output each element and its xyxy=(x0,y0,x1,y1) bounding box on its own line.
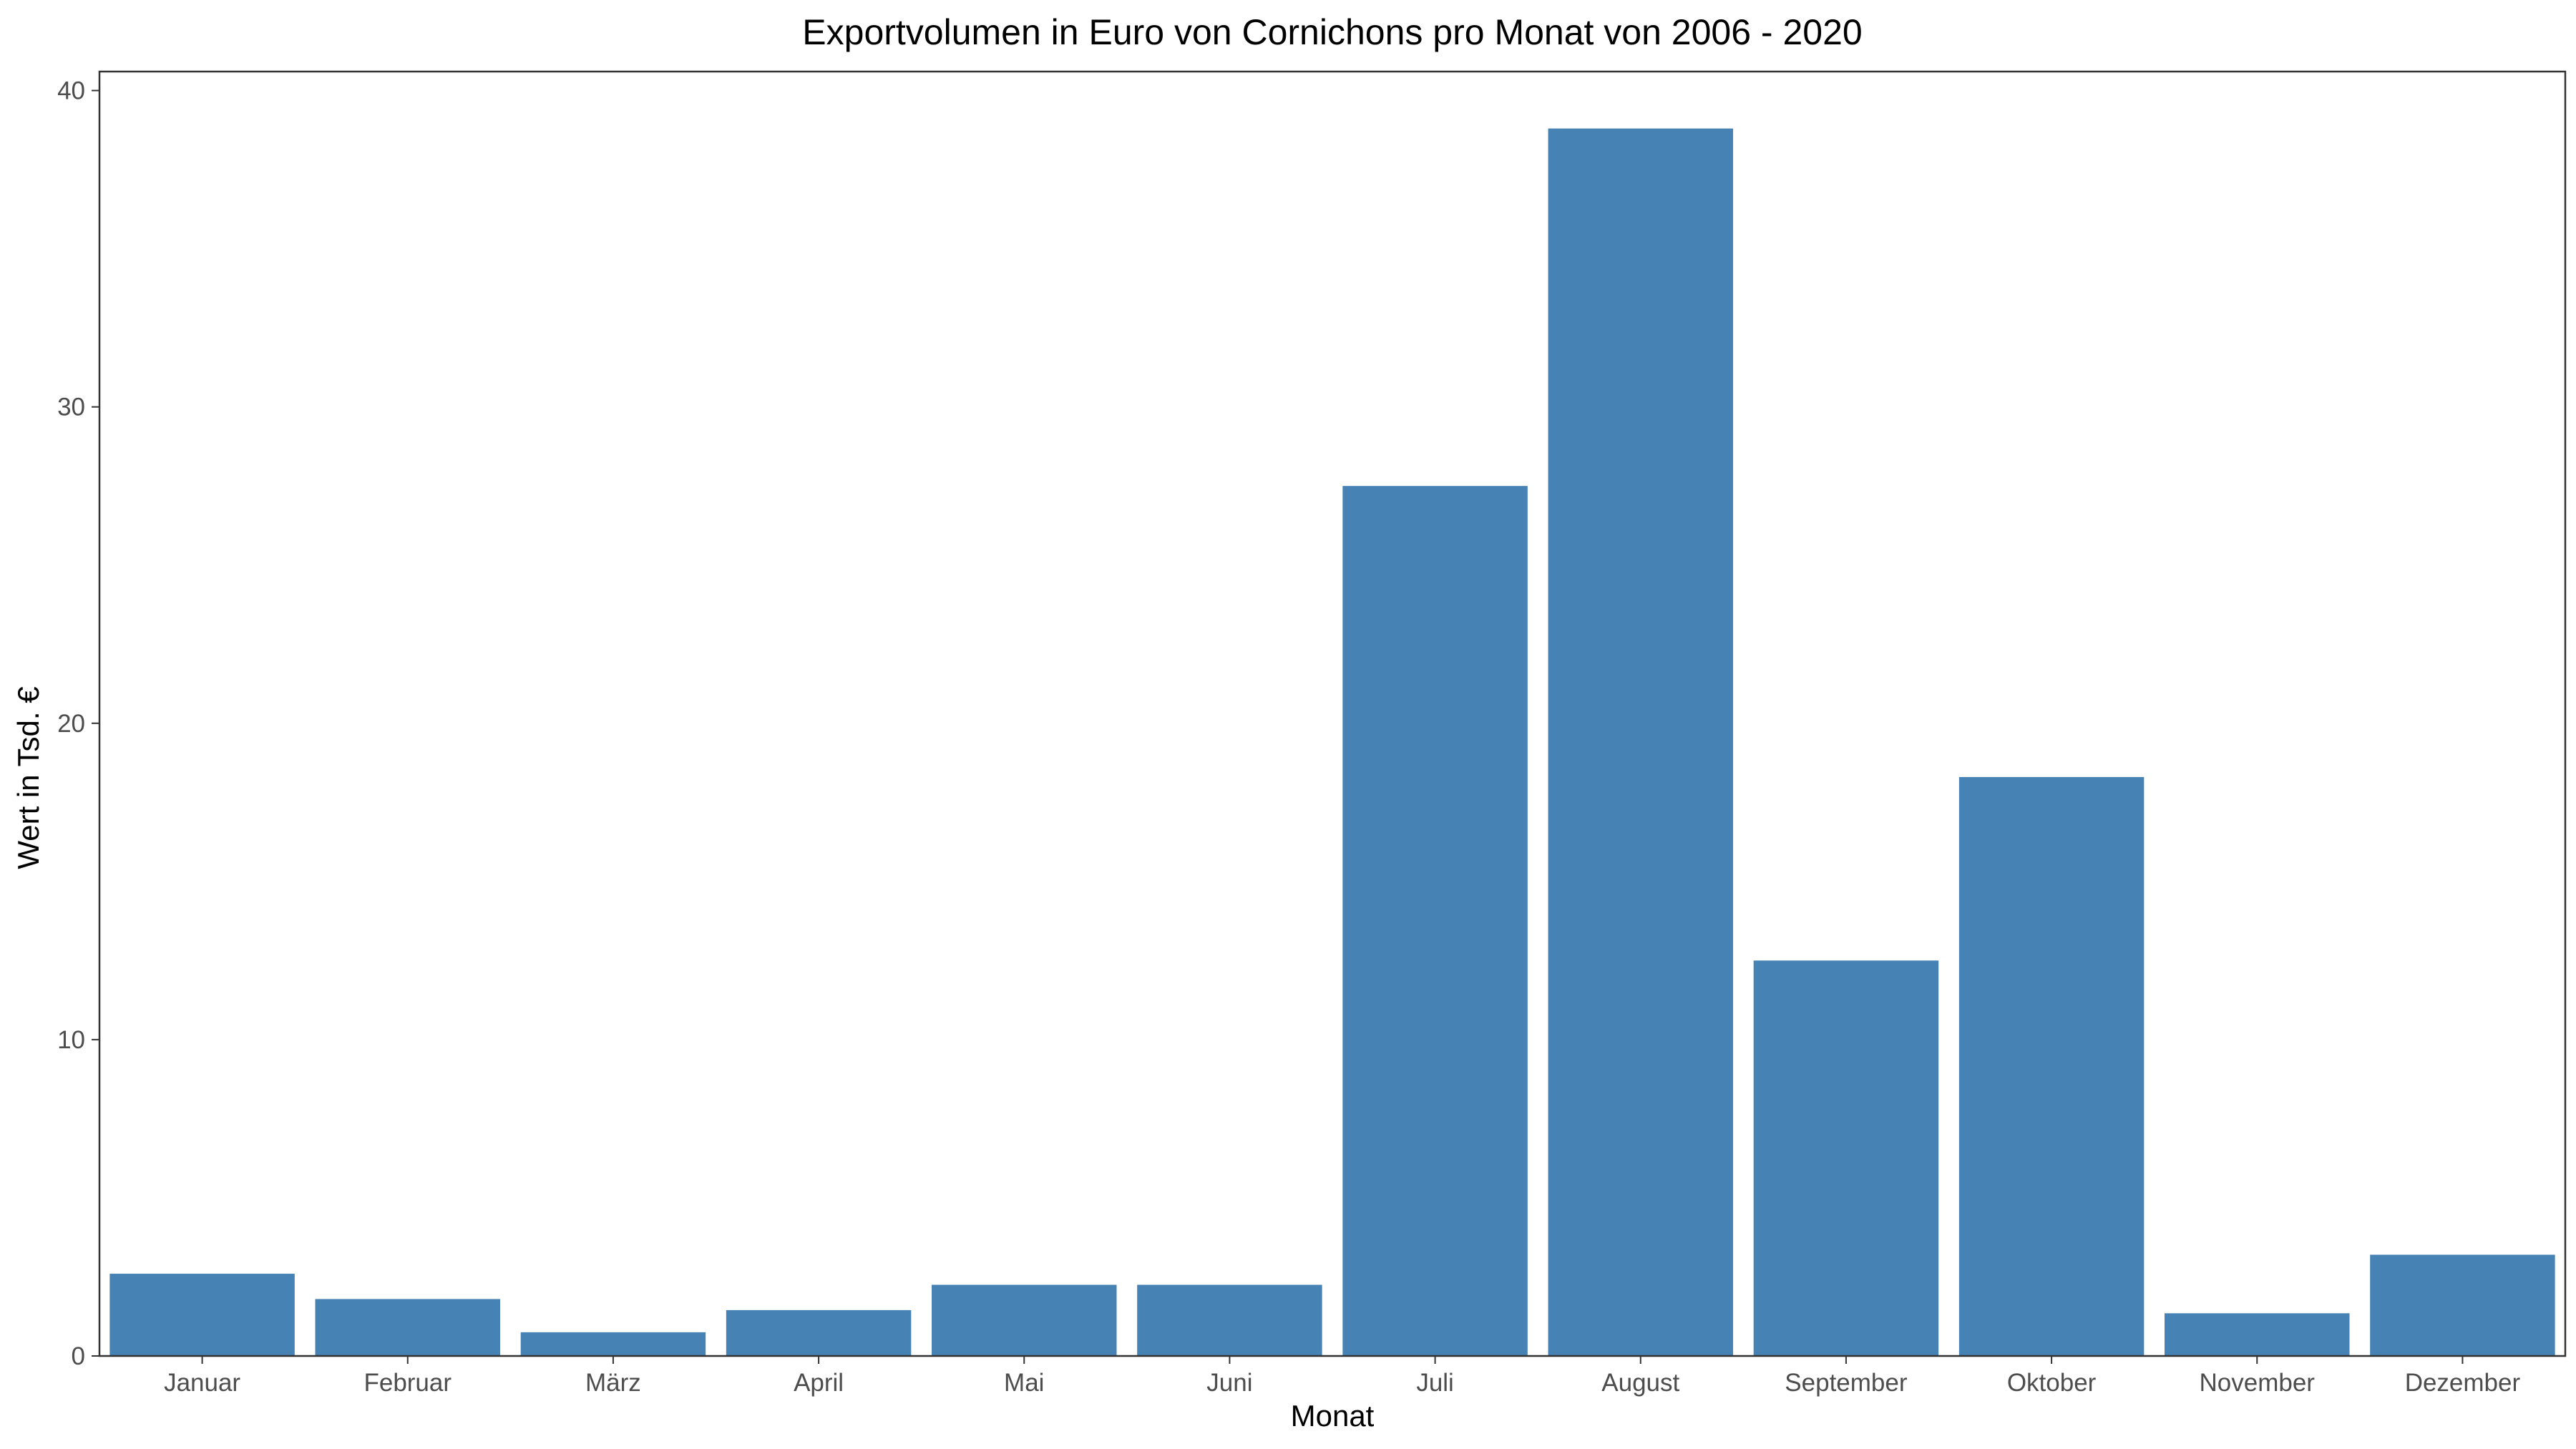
x-tick-label: April xyxy=(794,1369,844,1397)
x-tick-label: März xyxy=(585,1369,641,1397)
x-tick-label: Oktober xyxy=(2007,1369,2097,1397)
bar-1 xyxy=(315,1299,500,1356)
x-tick-label: Mai xyxy=(1004,1369,1044,1397)
y-axis: 0 10 20 30 40 xyxy=(57,77,99,1370)
x-tick-label: September xyxy=(1785,1369,1908,1397)
chart-title: Exportvolumen in Euro von Cornichons pro… xyxy=(802,12,1862,52)
bar-5 xyxy=(1137,1284,1322,1356)
bar-6 xyxy=(1342,486,1528,1357)
x-axis: Januar Februar März April Mai Juni Juli August S… xyxy=(164,1356,2520,1397)
x-tick-label: Februar xyxy=(364,1369,452,1397)
x-axis-title: Monat xyxy=(1291,1399,1375,1433)
x-tick-label: Juni xyxy=(1206,1369,1252,1397)
x-tick-label: November xyxy=(2200,1369,2316,1397)
x-tick-label: Juli xyxy=(1416,1369,1454,1397)
bar-3 xyxy=(726,1309,912,1356)
bar-2 xyxy=(520,1332,706,1356)
bar-0 xyxy=(109,1274,295,1356)
y-tick-label: 20 xyxy=(57,710,85,738)
x-tick-label: Dezember xyxy=(2405,1369,2521,1397)
bar-10 xyxy=(2165,1313,2350,1356)
y-axis-title: Wert in Tsd. € xyxy=(11,686,45,869)
panel-border xyxy=(98,70,2567,1357)
bar-11 xyxy=(2370,1254,2555,1356)
y-tick-label: 40 xyxy=(57,77,85,105)
x-tick-label: Januar xyxy=(164,1369,240,1397)
bar-4 xyxy=(932,1284,1117,1356)
bar-9 xyxy=(1958,776,2145,1356)
plot-panel xyxy=(98,70,2567,1357)
y-tick-label: 0 xyxy=(72,1342,85,1370)
y-tick-label: 30 xyxy=(57,394,85,421)
y-tick-label: 10 xyxy=(57,1026,85,1054)
bar-8 xyxy=(1753,960,1939,1356)
bar-7 xyxy=(1548,128,1733,1357)
x-tick-label: August xyxy=(1601,1369,1679,1397)
